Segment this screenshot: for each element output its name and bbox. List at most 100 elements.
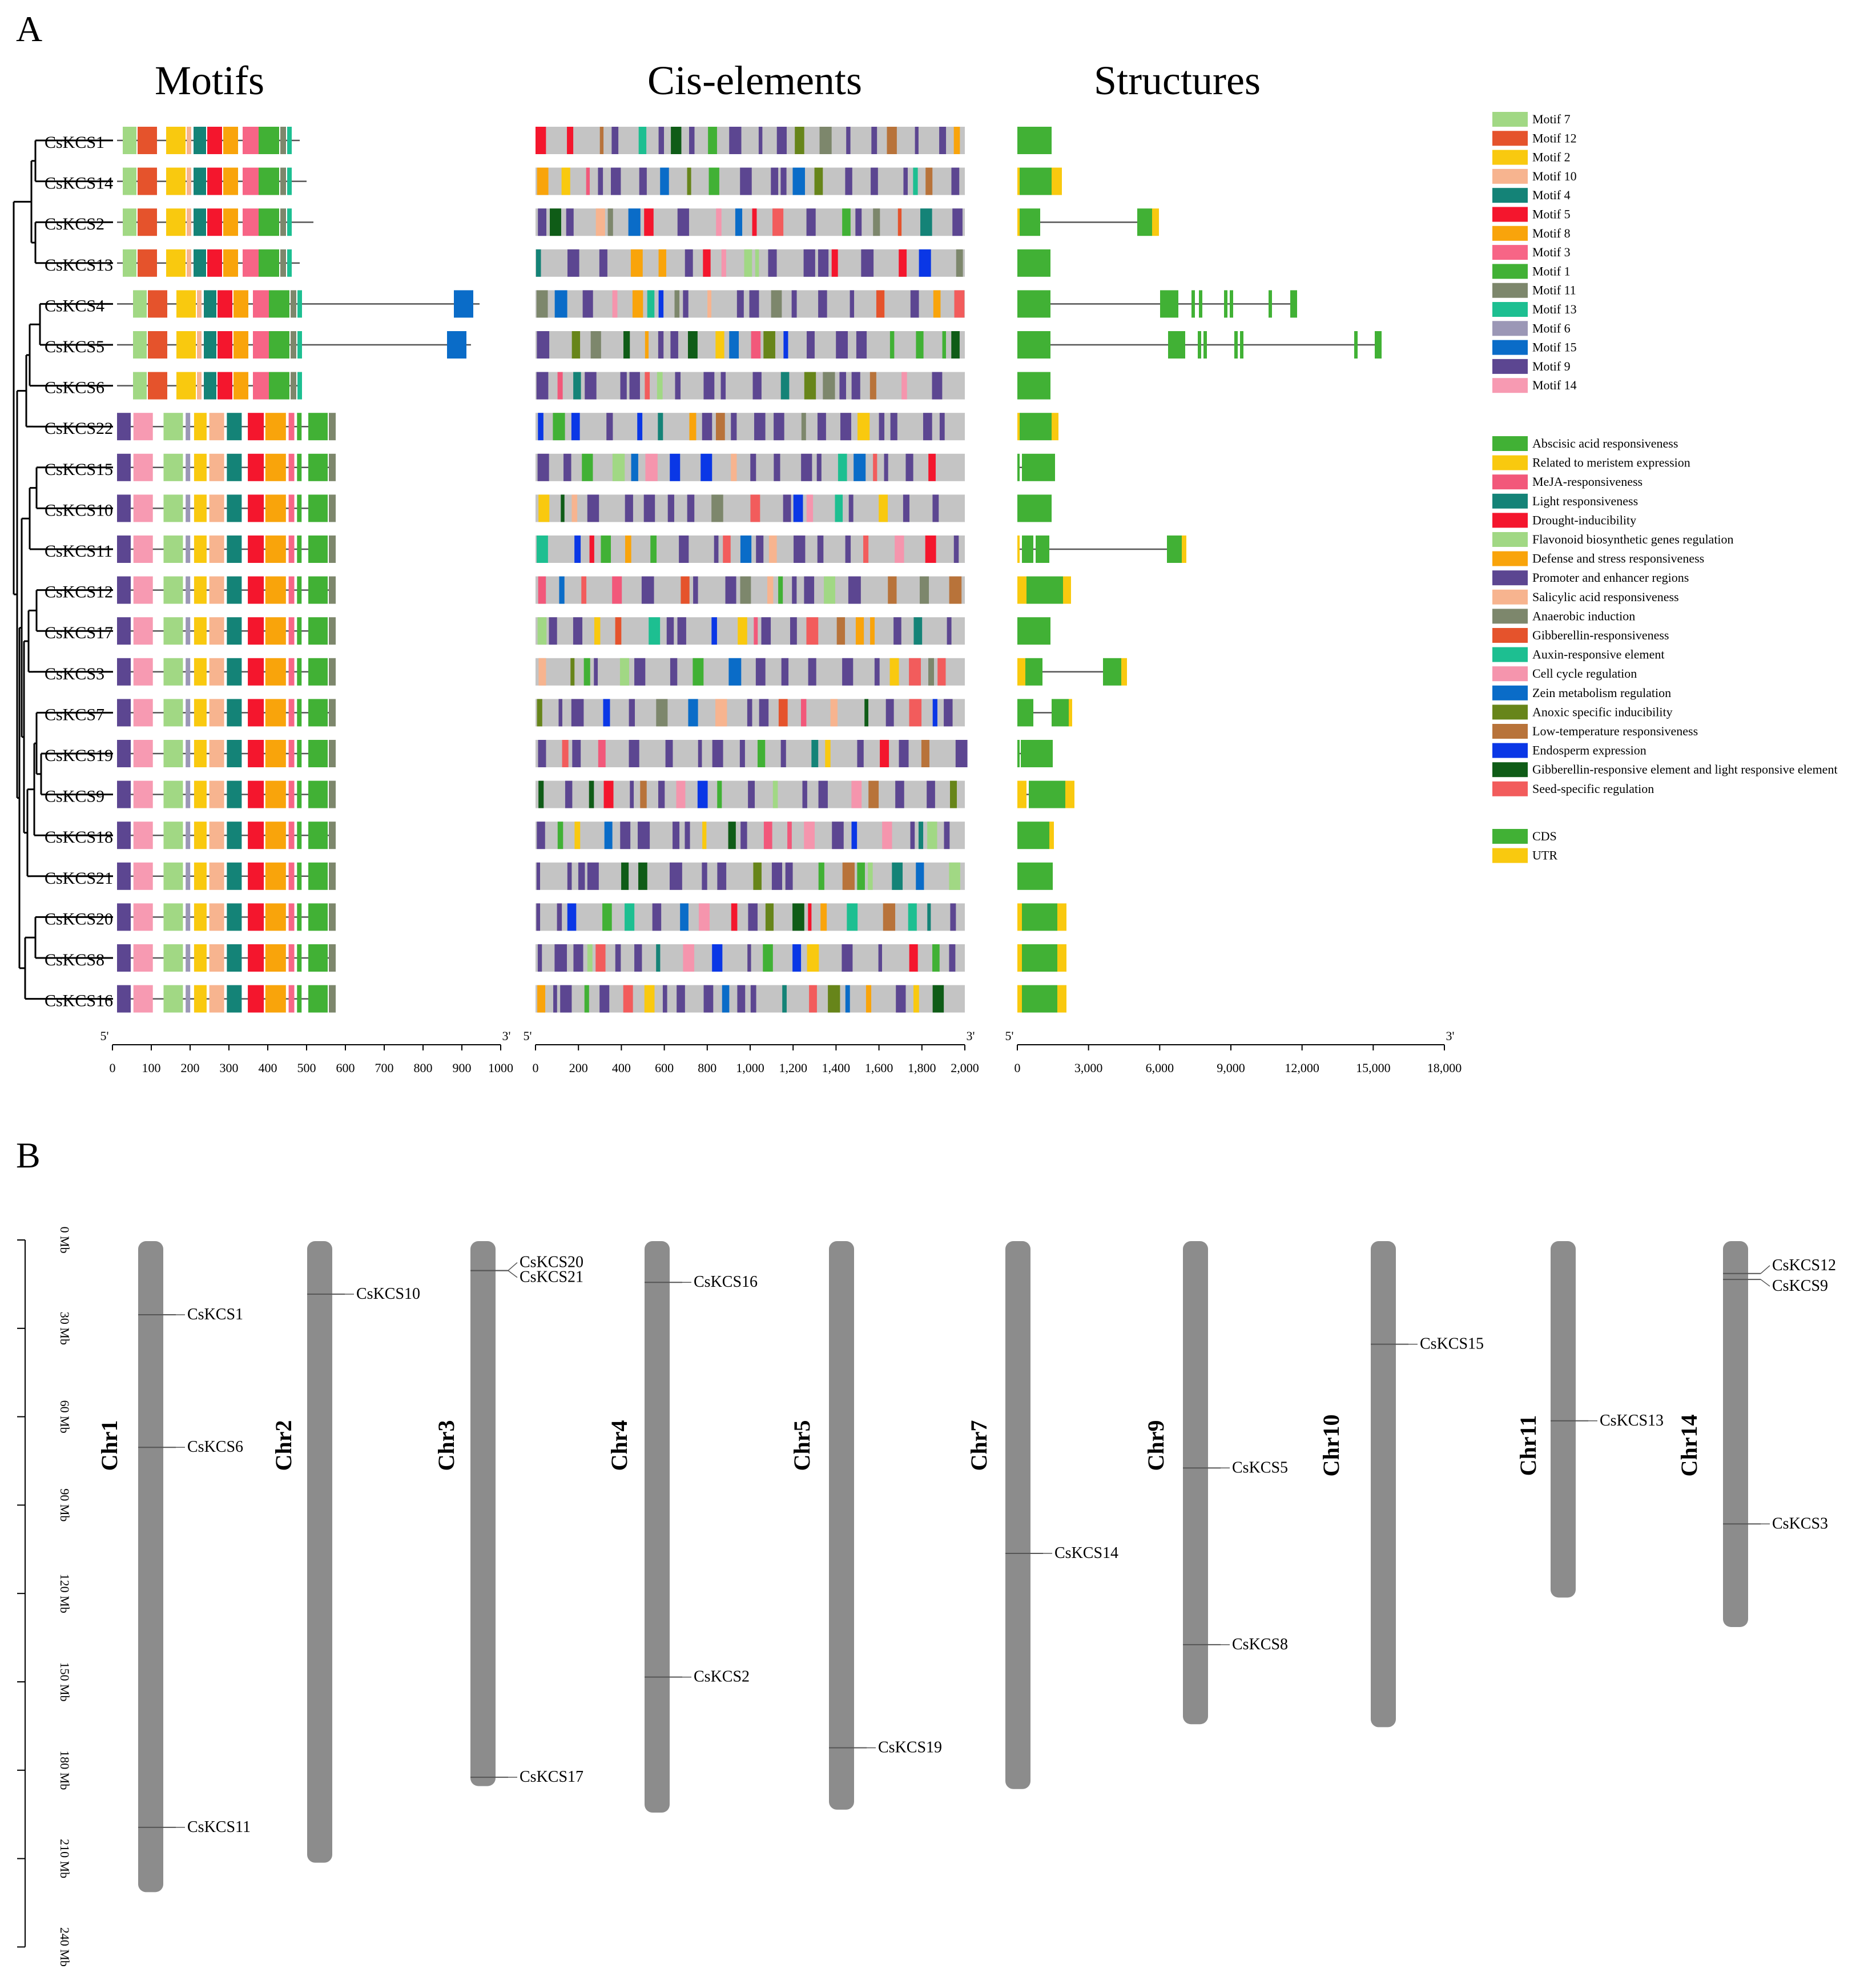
motif-block	[209, 944, 224, 972]
cis-element	[632, 290, 643, 318]
cis-element	[681, 576, 690, 604]
gene-locus-label: CsKCS14	[1054, 1544, 1118, 1562]
cis-element	[599, 249, 607, 277]
panel-a-axes: 5' 3' 0 100 200 300 400 500 600 700 800 900 1000 5' 3'…	[100, 1029, 1462, 1075]
axis-tick-label: 1,600	[865, 1061, 893, 1075]
cis-element	[949, 944, 956, 972]
gene-label: CsKCS15	[45, 460, 113, 479]
cis-element	[913, 985, 919, 1013]
mb-axis-label: 210 Mb	[58, 1839, 72, 1878]
cis-element	[781, 658, 789, 686]
gene-row: CsKCS22	[45, 413, 1058, 441]
motif-block	[288, 453, 295, 481]
legend-swatch	[1492, 474, 1528, 490]
motif-block	[133, 617, 153, 645]
cis-element	[778, 576, 783, 604]
cis-element	[701, 453, 712, 481]
cis-element	[927, 903, 931, 931]
motif-block	[133, 658, 153, 686]
motif-block	[176, 290, 196, 318]
axis-five-prime: 5'	[100, 1029, 109, 1043]
cis-element	[620, 372, 627, 400]
cis-element	[574, 535, 581, 563]
cds-block	[1020, 167, 1052, 195]
motif-block	[248, 822, 264, 849]
cis-element	[623, 985, 633, 1013]
cis-element	[927, 822, 937, 849]
cds-block	[1378, 331, 1382, 359]
cis-element	[599, 127, 604, 154]
cis-element	[640, 780, 647, 808]
motif-block	[194, 903, 207, 931]
legend-label: Defense and stress responsiveness	[1532, 551, 1704, 566]
motif-block	[218, 290, 232, 318]
cis-element	[763, 331, 775, 359]
motif-block	[223, 208, 238, 236]
cis-element	[563, 453, 571, 481]
axis-tick-label: 1000	[488, 1061, 513, 1075]
legend-swatch	[1492, 226, 1528, 241]
cis-element	[630, 780, 634, 808]
legend-swatch	[1492, 724, 1528, 739]
motif-block	[123, 167, 136, 195]
gene-locus-label: CsKCS3	[1772, 1515, 1828, 1532]
cis-element	[895, 535, 904, 563]
cds-block	[1052, 699, 1069, 727]
cis-element	[581, 576, 587, 604]
motif-block	[288, 494, 295, 522]
cis-element	[538, 780, 544, 808]
cis-element	[619, 658, 629, 686]
gene-row: CsKCS2	[45, 208, 1159, 236]
cis-element	[537, 822, 545, 849]
motif-block	[194, 740, 207, 767]
cis-element	[567, 249, 579, 277]
motif-block	[186, 658, 191, 686]
motif-block	[248, 740, 264, 767]
cis-element	[811, 740, 819, 767]
motif-block	[194, 249, 206, 277]
cis-element	[728, 658, 742, 686]
motif-block	[227, 862, 242, 890]
utr-block	[1017, 903, 1022, 931]
cis-element	[674, 290, 680, 318]
cis-element	[757, 740, 766, 767]
cis-element	[656, 944, 661, 972]
cis-element	[952, 208, 963, 236]
cis-element	[845, 167, 852, 195]
motif-block	[117, 658, 131, 686]
motif-block	[297, 453, 302, 481]
cis-element	[953, 127, 960, 154]
cis-element	[824, 576, 836, 604]
cis-element	[717, 780, 722, 808]
cis-element	[752, 372, 762, 400]
cis-element	[780, 740, 786, 767]
cis-element	[689, 127, 695, 154]
motif-block	[297, 740, 302, 767]
cis-element	[756, 535, 764, 563]
motif-block	[243, 208, 259, 236]
motif-block	[117, 699, 131, 727]
motif-block	[288, 658, 295, 686]
cis-axis: 5' 3' 0 200 400 600 800 1,000 1,200 1,400 1,600 1,8…	[524, 1029, 979, 1075]
legend-label: Salicylic acid responsiveness	[1532, 590, 1679, 604]
cis-element	[763, 822, 772, 849]
motif-block	[186, 494, 191, 522]
cis-element	[621, 862, 629, 890]
motif-block	[117, 535, 131, 563]
cis-element	[599, 985, 610, 1013]
cis-element	[536, 372, 549, 400]
cis-element	[818, 862, 824, 890]
cis-element	[634, 658, 646, 686]
cis-element	[913, 167, 918, 195]
motif-block	[297, 862, 302, 890]
motif-block	[117, 862, 131, 890]
axis-three-prime: 3'	[1446, 1029, 1455, 1043]
cis-element	[560, 985, 572, 1013]
motif-block	[288, 740, 295, 767]
cis-element	[845, 535, 851, 563]
motif-axis: 5' 3' 0 100 200 300 400 500 600 700 800 900 1000	[100, 1029, 513, 1075]
chromosome-chr11: Chr11 CsKCS13	[1515, 1241, 1664, 1598]
cis-element	[759, 699, 769, 727]
legend-swatch	[1492, 188, 1528, 203]
